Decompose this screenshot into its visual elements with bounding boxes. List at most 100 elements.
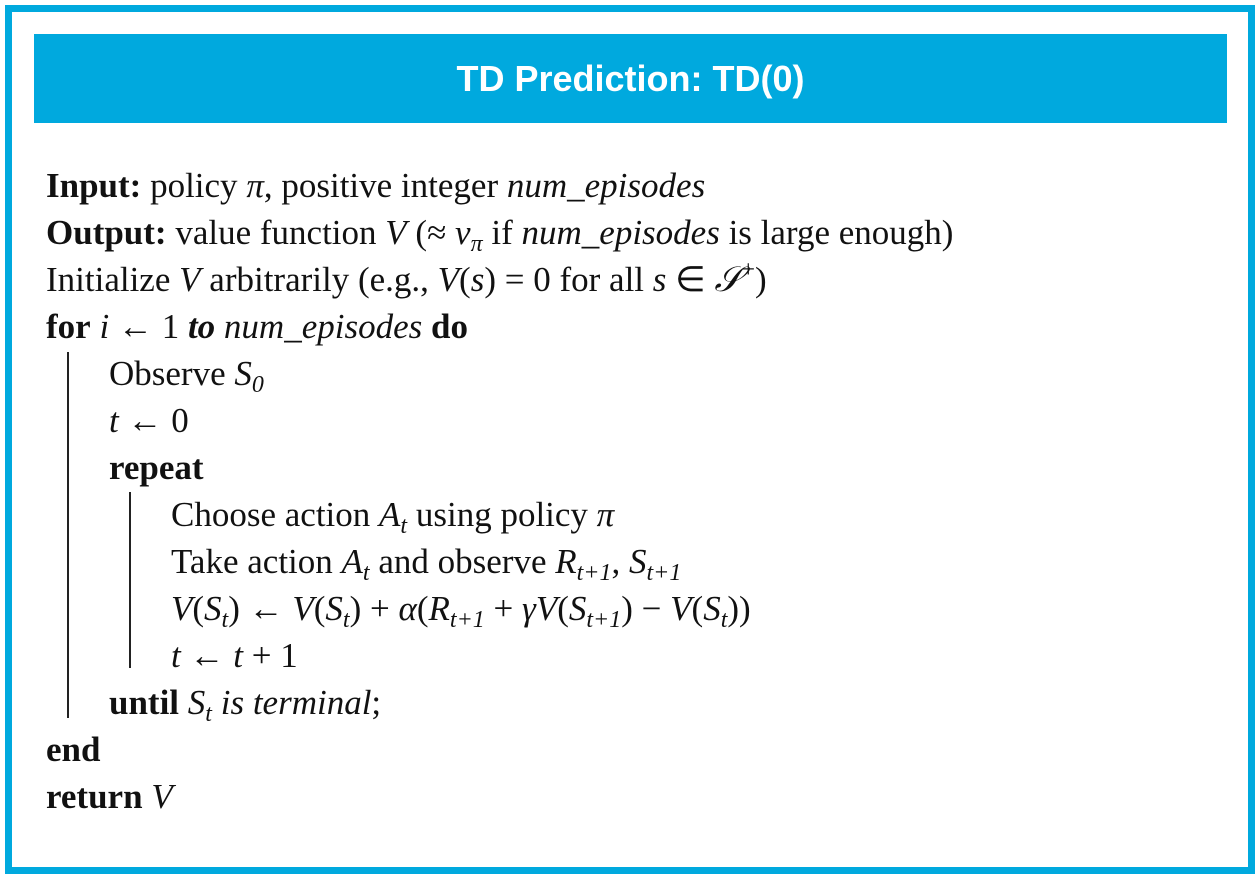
- line-segment: i: [99, 307, 110, 346]
- line-segment: [179, 683, 188, 722]
- algorithm-line: for i ← 1 to num_episodes do: [46, 303, 953, 350]
- line-segment: t: [171, 636, 181, 675]
- line-segment: for: [46, 307, 91, 346]
- line-segment: Choose action: [171, 495, 380, 534]
- line-segment: t: [221, 607, 229, 633]
- algorithm-line: Initialize V arbitrarily (e.g., V(s) = 0…: [46, 256, 953, 303]
- line-segment: (: [192, 589, 205, 628]
- line-segment: Take action: [171, 542, 342, 581]
- line-segment: V: [292, 589, 314, 628]
- line-segment: and observe: [369, 542, 556, 581]
- line-segment: Input:: [46, 166, 142, 205]
- line-segment: ) −: [621, 589, 671, 628]
- line-segment: [212, 683, 221, 722]
- line-segment: v: [455, 213, 471, 252]
- line-segment: using policy: [407, 495, 597, 534]
- line-segment: repeat: [109, 448, 204, 487]
- line-segment: t+1: [646, 560, 682, 586]
- line-segment: V: [385, 213, 407, 252]
- line-segment: R: [555, 542, 577, 581]
- line-segment: t: [400, 513, 408, 539]
- line-segment: ) = 0 for all: [484, 260, 653, 299]
- algorithm-line: end: [46, 726, 953, 773]
- line-segment: )): [727, 589, 751, 628]
- line-segment: (≈: [406, 213, 456, 252]
- line-segment: t+1: [576, 560, 612, 586]
- line-segment: num_episodes: [521, 213, 720, 252]
- line-segment: R: [428, 589, 450, 628]
- line-segment: S: [629, 542, 647, 581]
- line-segment: +: [484, 589, 523, 628]
- line-segment: is large enough): [719, 213, 954, 252]
- algorithm-line: t ← 0: [46, 397, 953, 444]
- line-segment: ) ←: [228, 589, 293, 628]
- line-segment: policy: [141, 166, 247, 205]
- line-segment: t: [109, 401, 119, 440]
- line-segment: + 1: [242, 636, 298, 675]
- line-segment: 0: [251, 372, 264, 398]
- line-segment: 𝒮: [714, 260, 742, 299]
- line-segment: t: [342, 607, 350, 633]
- line-segment: V: [437, 260, 460, 299]
- line-segment: ;: [371, 683, 382, 722]
- title-banner: TD Prediction: TD(0): [34, 34, 1227, 123]
- line-segment: ) +: [349, 589, 399, 628]
- line-segment: V: [171, 589, 193, 628]
- algorithm-title: TD Prediction: TD(0): [456, 57, 805, 99]
- line-segment: t: [205, 701, 212, 727]
- algorithm-line: return V: [46, 773, 953, 820]
- line-segment: Output:: [46, 213, 167, 252]
- algorithm-line: Choose action At using policy π: [46, 491, 953, 538]
- algorithm-line: Take action At and observe Rt+1, St+1: [46, 538, 953, 585]
- line-segment: A: [379, 495, 401, 534]
- algorithm-line: t ← t + 1: [46, 632, 953, 679]
- line-segment: arbitrarily (e.g.,: [200, 260, 438, 299]
- line-segment: π: [246, 166, 264, 205]
- algorithm-line: Input: policy π, positive integer num_ep…: [46, 162, 953, 209]
- line-segment: do: [430, 307, 468, 346]
- line-segment: if: [482, 213, 522, 252]
- line-segment: S: [568, 589, 587, 628]
- line-segment: S: [703, 589, 721, 628]
- line-segment: π: [596, 495, 615, 534]
- line-segment: t+1: [449, 607, 485, 633]
- line-segment: A: [341, 542, 363, 581]
- line-segment: V: [670, 589, 692, 628]
- line-segment: V: [179, 260, 201, 299]
- line-segment: S: [187, 683, 206, 722]
- line-segment: (: [416, 589, 429, 628]
- line-segment: num_episodes: [506, 166, 706, 205]
- line-segment: end: [46, 730, 101, 769]
- line-segment: ∈: [666, 260, 715, 299]
- line-segment: ): [755, 260, 767, 299]
- line-segment: γV: [522, 589, 558, 628]
- line-segment: value function: [166, 213, 386, 252]
- line-segment: ← 1: [109, 307, 188, 346]
- line-segment: (: [313, 589, 326, 628]
- line-segment: (: [459, 260, 471, 299]
- line-segment: ←: [180, 636, 234, 675]
- algorithm-frame: [5, 5, 1255, 874]
- algorithm-line: V(St) ← V(St) + α(Rt+1 + γV(St+1) − V(St…: [46, 585, 953, 632]
- line-segment: t: [233, 636, 243, 675]
- line-segment: Initialize: [46, 260, 180, 299]
- line-segment: π: [470, 231, 483, 257]
- line-segment: t: [362, 560, 370, 586]
- line-segment: (: [691, 589, 704, 628]
- repeat-loop-scope-bar: [129, 492, 131, 668]
- line-segment: [215, 307, 224, 346]
- for-loop-scope-bar: [67, 352, 69, 718]
- line-segment: Observe: [109, 354, 235, 393]
- line-segment: t: [720, 607, 728, 633]
- line-segment: [143, 777, 152, 816]
- line-segment: S: [325, 589, 343, 628]
- line-segment: S: [204, 589, 222, 628]
- line-segment: until: [109, 683, 180, 722]
- line-segment: , positive integer: [263, 166, 507, 205]
- line-segment: +: [741, 257, 756, 283]
- line-segment: (: [557, 589, 569, 628]
- line-segment: α: [398, 589, 417, 628]
- line-segment: V: [151, 777, 173, 816]
- algorithm-line: until St is terminal;: [46, 679, 953, 726]
- line-segment: [422, 307, 431, 346]
